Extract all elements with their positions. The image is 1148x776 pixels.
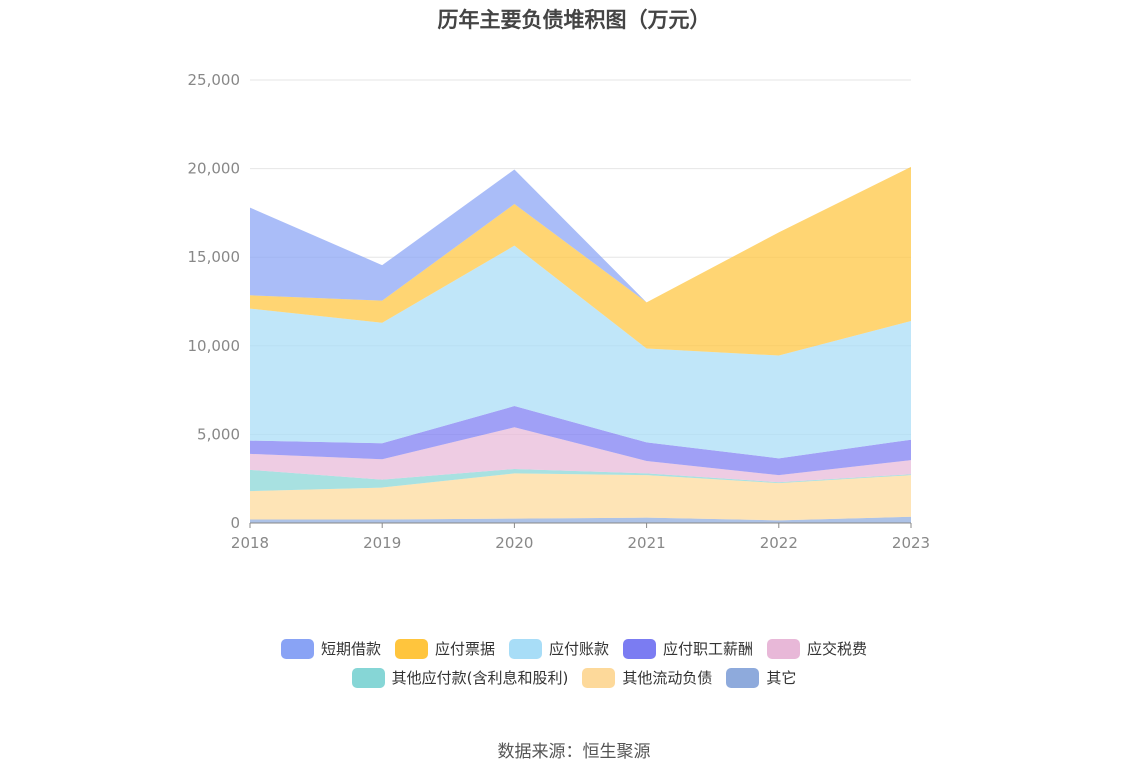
- y-tick-label: 20,000: [188, 160, 241, 178]
- area-series: [250, 166, 911, 523]
- legend-label: 其他流动负债: [622, 669, 713, 687]
- legend-item[interactable]: 短期借款: [280, 638, 381, 659]
- area-其他应付款(含利息和股利): [250, 468, 911, 492]
- legend: 短期借款 应付票据 应付账款 应付职工薪酬 应交税费 其他应付款(含利息和股利) 其他流动…: [0, 638, 1148, 696]
- area-应付职工薪酬: [250, 406, 911, 476]
- legend-label: 应付账款: [548, 640, 609, 658]
- legend-swatch: [280, 638, 314, 659]
- legend-row-2: 其他应付款(含利息和股利) 其他流动负债 其它: [0, 667, 1148, 688]
- x-tick-label: 2018: [231, 534, 269, 552]
- x-tick-label: 2020: [495, 534, 533, 552]
- x-tick-label: 2022: [760, 534, 798, 552]
- area-应付账款: [250, 245, 911, 459]
- legend-label: 其他应付款(含利息和股利): [391, 669, 569, 687]
- legend-item[interactable]: 应付票据: [394, 638, 495, 659]
- chart-title: 历年主要负债堆积图（万元）: [437, 8, 711, 32]
- legend-row-1: 短期借款 应付票据 应付账款 应付职工薪酬 应交税费: [0, 638, 1148, 659]
- area-其它: [250, 516, 911, 523]
- legend-item[interactable]: 其它: [726, 667, 796, 688]
- legend-swatch: [623, 638, 656, 659]
- legend-label: 应付职工薪酬: [663, 640, 754, 658]
- y-tick-label: 10,000: [188, 337, 241, 355]
- legend-item[interactable]: 应交税费: [767, 638, 867, 659]
- legend-swatch: [394, 638, 428, 659]
- legend-swatch: [508, 638, 542, 659]
- area-短期借款: [250, 166, 911, 303]
- legend-swatch: [351, 667, 385, 688]
- y-tick-label: 15,000: [188, 248, 241, 266]
- stacked-area-chart: 0 5,000 10,000 15,000 20,000 25,000 2018 2019 20…: [188, 71, 931, 552]
- area-应交税费: [250, 427, 911, 483]
- legend-label: 其它: [766, 669, 797, 687]
- legend-swatch: [582, 667, 616, 688]
- legend-label: 应付票据: [434, 640, 495, 658]
- legend-label: 应交税费: [807, 640, 868, 658]
- axes: 0 5,000 10,000 15,000 20,000 25,000 2018 2019 20…: [188, 71, 931, 552]
- legend-item[interactable]: 其他应付款(含利息和股利): [351, 667, 569, 688]
- x-tick-label: 2021: [628, 534, 666, 552]
- y-tick-label: 5,000: [197, 425, 240, 443]
- y-tick-label: 0: [230, 514, 240, 532]
- legend-item[interactable]: 应付职工薪酬: [623, 638, 753, 659]
- data-source: 数据来源：恒生聚源: [497, 742, 651, 762]
- legend-label: 短期借款: [320, 640, 381, 658]
- area-其他流动负债: [250, 473, 911, 521]
- x-tick-label: 2019: [363, 534, 401, 552]
- legend-swatch: [767, 638, 801, 659]
- legend-item[interactable]: 其他流动负债: [582, 667, 712, 688]
- area-应付票据: [250, 166, 911, 356]
- y-tick-label: 25,000: [188, 71, 241, 89]
- legend-item[interactable]: 应付账款: [508, 638, 609, 659]
- x-tick-label: 2023: [892, 534, 930, 552]
- legend-swatch: [726, 667, 760, 688]
